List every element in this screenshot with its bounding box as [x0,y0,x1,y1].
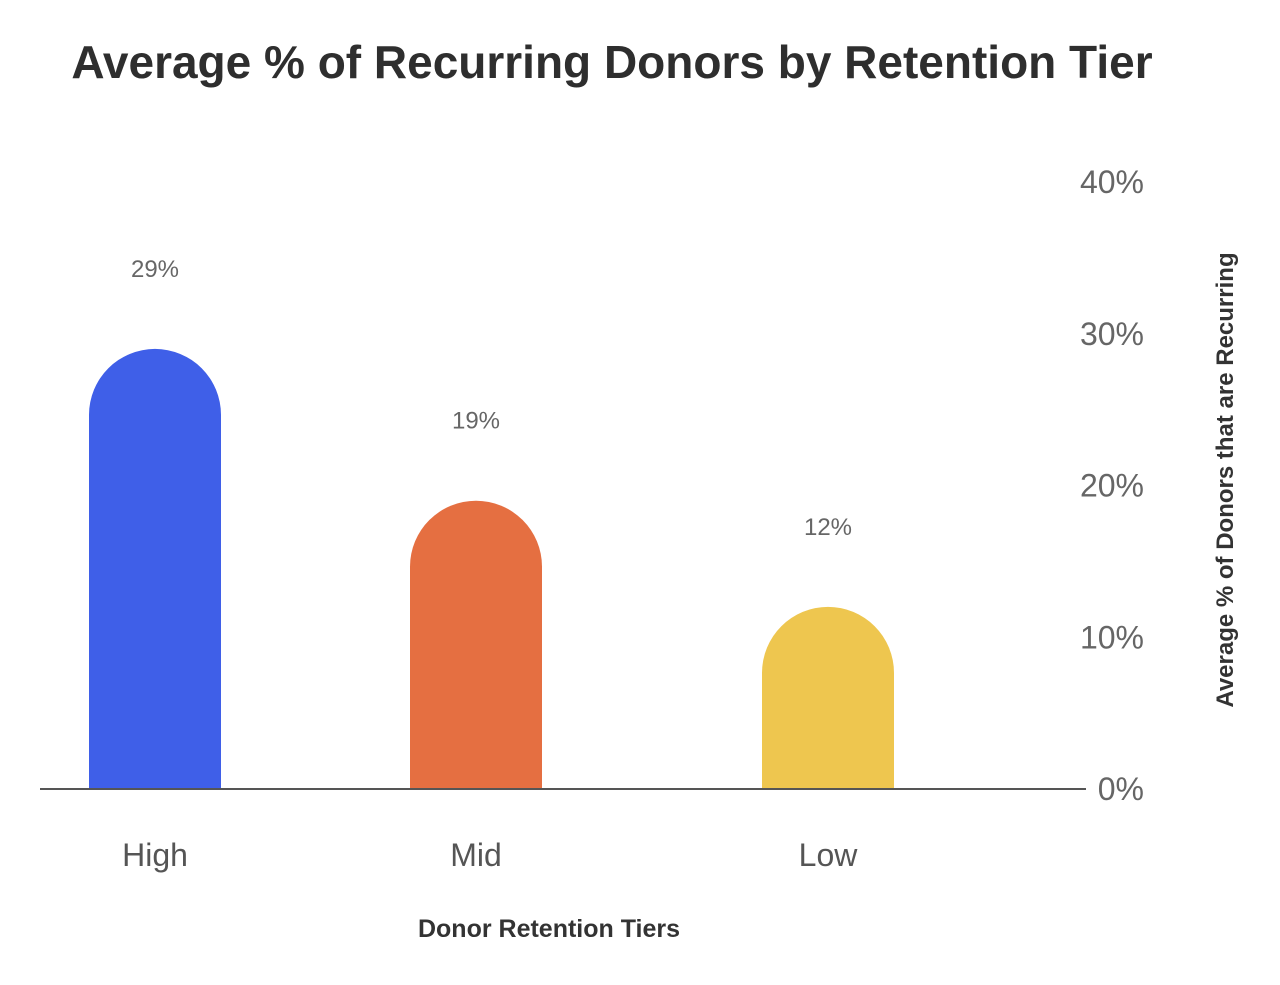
data-label-high: 29% [131,256,179,283]
data-label-mid: 19% [452,408,500,435]
y-tick-label: 20% [1080,468,1144,504]
y-tick-label: 0% [1098,771,1144,807]
x-axis-label: Donor Retention Tiers [418,915,680,943]
y-axis-ticks: 0% 10% 20% 30% 40% [1080,164,1144,807]
category-label-low: Low [799,837,859,873]
y-tick-label: 10% [1080,619,1144,655]
bar-low [762,606,894,789]
data-label-low: 12% [804,514,852,541]
category-labels-layer: High Mid Low [122,837,858,873]
category-label-high: High [122,837,188,873]
y-tick-label: 40% [1080,164,1144,200]
bar-high [89,348,221,789]
y-axis-label: Average % of Donors that are Recurring [1212,252,1239,707]
chart-title: Average % of Recurring Donors by Retenti… [71,36,1152,88]
bar-mid [410,500,542,789]
category-label-mid: Mid [450,837,502,873]
data-labels-layer: 29% 19% 12% [131,256,852,541]
bars-layer [89,348,894,789]
y-tick-label: 30% [1080,316,1144,352]
